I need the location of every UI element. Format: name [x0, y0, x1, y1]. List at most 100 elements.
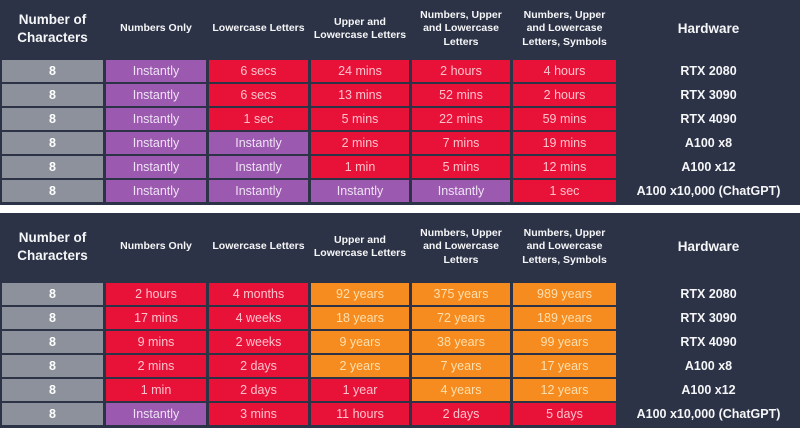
crack-time-cell: 1 sec [209, 108, 308, 130]
crack-time-cell: 2 hours [513, 84, 616, 106]
crack-time-cell: 1 year [311, 379, 409, 401]
char-count-cell: 8 [2, 156, 103, 178]
table-divider [0, 205, 800, 213]
crack-time-cell: 4 months [209, 283, 308, 305]
table-grid: Number of Characters Numbers Only Lowercas… [2, 0, 798, 202]
hardware-cell: A100 x12 [681, 383, 736, 397]
crack-time-cell: 59 mins [513, 108, 616, 130]
crack-time-cell: Instantly [412, 180, 510, 202]
column-header-numbers-upper-and-lowercase-letters: Numbers, Upper and Lowercase Letters [420, 9, 502, 48]
column-header-lowercase-letters: Lowercase Letters [212, 22, 305, 35]
crack-time-cell: 12 mins [513, 156, 616, 178]
hardware-cell: A100 x10,000 (ChatGPT) [636, 184, 781, 198]
hardware-cell: RTX 2080 [680, 287, 737, 301]
column-header-numbers-upper-and-lowercase-letters: Numbers, Upper and Lowercase Letters [420, 227, 502, 266]
char-count-cell: 8 [2, 307, 103, 329]
hardware-cell: RTX 3090 [680, 311, 737, 325]
crack-time-cell: 2 years [311, 355, 409, 377]
crack-time-cell: 52 mins [412, 84, 510, 106]
hardware-cell: A100 x8 [684, 359, 733, 373]
char-count-cell: 8 [2, 180, 103, 202]
crack-time-cell: 2 mins [106, 355, 206, 377]
crack-time-cell: Instantly [209, 156, 308, 178]
char-count-cell: 8 [2, 355, 103, 377]
column-header-upper-and-lowercase-letters: Upper and Lowercase Letters [313, 233, 407, 259]
crack-time-cell: 7 years [412, 355, 510, 377]
column-header-number-of-characters: Number of Characters [17, 12, 88, 45]
crack-time-cell: 3 mins [209, 403, 308, 425]
column-header-number-of-characters: Number of Characters [17, 230, 88, 263]
column-header-numbers-only: Numbers Only [120, 240, 192, 253]
crack-time-cell: 4 years [412, 379, 510, 401]
crack-time-cell: 72 years [412, 307, 510, 329]
char-count-cell: 8 [2, 379, 103, 401]
crack-time-cell: 13 mins [311, 84, 409, 106]
crack-time-cell: 4 weeks [209, 307, 308, 329]
char-count-cell: 8 [2, 60, 103, 82]
column-header-upper-and-lowercase-letters: Upper and Lowercase Letters [313, 15, 407, 41]
crack-time-cell: 375 years [412, 283, 510, 305]
char-count-cell: 8 [2, 108, 103, 130]
crack-time-cell: Instantly [209, 132, 308, 154]
hardware-cell: RTX 2080 [680, 64, 737, 78]
crack-time-cell: 17 mins [106, 307, 206, 329]
crack-time-cell: 2 days [209, 355, 308, 377]
column-header-numbers-upper-and-lowercase-letters-symbols: Numbers, Upper and Lowercase Letters, Sy… [522, 9, 607, 48]
column-header-numbers-only: Numbers Only [120, 22, 192, 35]
hardware-cell: RTX 4090 [680, 112, 737, 126]
column-header-numbers-upper-and-lowercase-letters-symbols: Numbers, Upper and Lowercase Letters, Sy… [522, 227, 607, 266]
char-count-cell: 8 [2, 283, 103, 305]
char-count-cell: 8 [2, 331, 103, 353]
column-header-lowercase-letters: Lowercase Letters [212, 240, 305, 253]
crack-time-cell: 92 years [311, 283, 409, 305]
crack-time-cell: 9 mins [106, 331, 206, 353]
column-header-hardware: Hardware [677, 21, 740, 37]
table-grid: Number of Characters Numbers Only Lowercas… [2, 213, 798, 425]
crack-time-cell: 24 mins [311, 60, 409, 82]
crack-time-cell: Instantly [106, 108, 206, 130]
crack-time-cell: Instantly [106, 180, 206, 202]
crack-time-cell: 4 hours [513, 60, 616, 82]
crack-time-cell: 1 sec [513, 180, 616, 202]
crack-time-cell: 189 years [513, 307, 616, 329]
hardware-cell: A100 x10,000 (ChatGPT) [636, 407, 781, 421]
crack-time-cell: 2 weeks [209, 331, 308, 353]
crack-time-cell: 2 days [209, 379, 308, 401]
crack-time-cell: 5 mins [412, 156, 510, 178]
crack-time-cell: 1 min [311, 156, 409, 178]
crack-time-cell: 19 mins [513, 132, 616, 154]
crack-time-cell: Instantly [106, 84, 206, 106]
crack-time-cell: Instantly [209, 180, 308, 202]
hardware-cell: A100 x8 [684, 136, 733, 150]
char-count-cell: 8 [2, 132, 103, 154]
crack-table-slow: Number of Characters Numbers Only Lowercas… [0, 213, 800, 428]
crack-time-cell: 17 years [513, 355, 616, 377]
crack-time-cell: 5 days [513, 403, 616, 425]
crack-time-cell: 2 hours [106, 283, 206, 305]
crack-time-cell: 99 years [513, 331, 616, 353]
crack-time-cell: Instantly [106, 60, 206, 82]
crack-time-cell: Instantly [106, 403, 206, 425]
crack-time-cell: Instantly [311, 180, 409, 202]
char-count-cell: 8 [2, 403, 103, 425]
crack-time-cell: 18 years [311, 307, 409, 329]
crack-time-cell: 12 years [513, 379, 616, 401]
crack-time-cell: 11 hours [311, 403, 409, 425]
crack-time-cell: 5 mins [311, 108, 409, 130]
crack-time-cell: 989 years [513, 283, 616, 305]
crack-table-fast: Number of Characters Numbers Only Lowercas… [0, 0, 800, 205]
hardware-cell: A100 x12 [681, 160, 736, 174]
crack-time-cell: 2 mins [311, 132, 409, 154]
crack-time-cell: 22 mins [412, 108, 510, 130]
crack-time-cell: 38 years [412, 331, 510, 353]
crack-time-cell: 2 days [412, 403, 510, 425]
column-header-hardware: Hardware [677, 239, 740, 255]
crack-time-cell: 2 hours [412, 60, 510, 82]
crack-time-cell: 9 years [311, 331, 409, 353]
crack-time-cell: 1 min [106, 379, 206, 401]
crack-time-cell: 7 mins [412, 132, 510, 154]
hardware-cell: RTX 3090 [680, 88, 737, 102]
crack-time-cell: 6 secs [209, 84, 308, 106]
crack-time-cell: Instantly [106, 132, 206, 154]
